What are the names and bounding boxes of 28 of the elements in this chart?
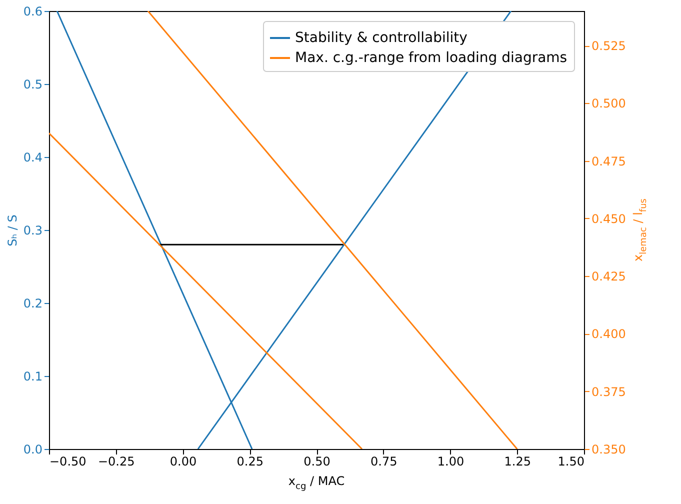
y-tick-label: 0.1 (23, 370, 42, 384)
y2-axis-title: xlemac / lfus (631, 198, 649, 262)
x-tick-label: 1.50 (558, 454, 584, 468)
y-tick-label: 0.2 (23, 296, 42, 310)
y2-tick-label: 0.500 (592, 96, 626, 111)
y2-tick-label: 0.350 (592, 442, 626, 456)
legend-label: Max. c.g.-range from loading diagrams (295, 50, 568, 66)
legend-label: Stability & controllability (295, 30, 468, 46)
x-tick-label: 0.50 (304, 454, 330, 468)
y-tick-label: 0.0 (23, 442, 42, 456)
x-tick-label: −0.25 (98, 454, 135, 468)
y-tick-label: 0.5 (23, 78, 42, 92)
x-tick-label: 1.00 (437, 454, 464, 468)
y2-tick-label: 0.450 (592, 212, 626, 226)
x-tick-label: −0.50 (50, 454, 86, 468)
y2-tick-label: 0.425 (592, 270, 626, 284)
y-axis-title: Sₕ / S (5, 214, 20, 246)
x-tick-label: 1.25 (504, 454, 531, 468)
y2-tick-label: 0.400 (592, 327, 626, 342)
y-tick-label: 0.4 (23, 150, 42, 164)
x-tick-label: 0.25 (236, 454, 264, 468)
y-tick-label: 0.3 (23, 224, 42, 238)
y2-tick-label: 0.525 (592, 39, 626, 54)
y2-tick-label: 0.375 (592, 384, 626, 399)
y2-tick-label: 0.475 (592, 154, 626, 168)
x-tick-label: 0.00 (170, 454, 197, 468)
y-tick-label: 0.6 (23, 4, 42, 18)
x-tick-label: 0.75 (370, 454, 398, 468)
